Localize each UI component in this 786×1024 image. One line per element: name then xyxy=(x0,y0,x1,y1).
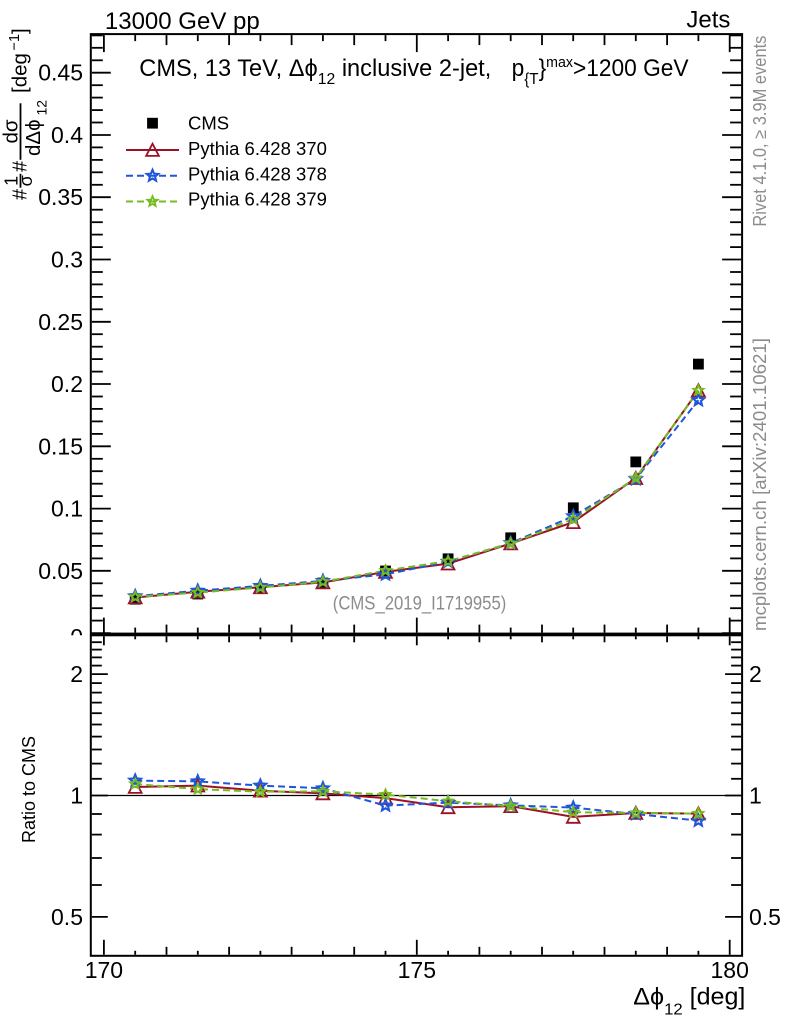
svg-text:0.5: 0.5 xyxy=(749,904,781,930)
svg-text:175: 175 xyxy=(398,957,436,983)
svg-text:Pythia 6.428 370: Pythia 6.428 370 xyxy=(188,138,327,159)
svg-text:2: 2 xyxy=(70,661,83,687)
svg-text:0.15: 0.15 xyxy=(38,433,83,459)
svg-text:12: 12 xyxy=(34,100,50,116)
svg-text:1: 1 xyxy=(749,783,762,809)
svg-text:13000 GeV pp: 13000 GeV pp xyxy=(105,8,260,35)
svg-text:0.45: 0.45 xyxy=(38,60,83,86)
svg-text:Ratio to CMS: Ratio to CMS xyxy=(19,736,39,843)
svg-text:[deg: [deg xyxy=(9,53,32,93)
svg-text:]: ] xyxy=(9,28,32,34)
svg-text:0.3: 0.3 xyxy=(51,247,83,273)
svg-text:0.4: 0.4 xyxy=(51,122,83,148)
svg-text:Pythia 6.428 378: Pythia 6.428 378 xyxy=(188,163,327,184)
svg-text:Pythia 6.428 379: Pythia 6.428 379 xyxy=(188,189,327,210)
svg-text:180: 180 xyxy=(711,957,749,983)
svg-text:0.05: 0.05 xyxy=(38,558,83,584)
svg-text:#: # xyxy=(10,188,32,200)
svg-text:0.35: 0.35 xyxy=(38,184,83,210)
svg-text:170: 170 xyxy=(85,957,123,983)
svg-text:Rivet 4.1.0, ≥ 3.9M events: Rivet 4.1.0, ≥ 3.9M events xyxy=(750,36,770,227)
svg-text:0.5: 0.5 xyxy=(51,904,83,930)
svg-text:0.2: 0.2 xyxy=(51,371,83,397)
svg-text:dσ: dσ xyxy=(0,119,23,143)
svg-text:(CMS_2019_I1719955): (CMS_2019_I1719955) xyxy=(333,593,507,615)
svg-text:1: 1 xyxy=(70,783,83,809)
svg-text:−1: −1 xyxy=(7,34,23,51)
svg-text:2: 2 xyxy=(749,661,762,687)
svg-text:CMS: CMS xyxy=(188,112,229,133)
svg-text:0: 0 xyxy=(70,624,83,650)
svg-text:0.1: 0.1 xyxy=(51,496,83,522)
svg-text:σ: σ xyxy=(16,175,36,186)
svg-text:#: # xyxy=(10,160,32,172)
svg-text:dΔϕ: dΔϕ xyxy=(22,119,45,156)
svg-text:Jets: Jets xyxy=(686,7,730,34)
svg-text:0.25: 0.25 xyxy=(38,309,83,335)
svg-text:mcplots.cern.ch [arXiv:2401.10: mcplots.cern.ch [arXiv:2401.10621] xyxy=(750,338,770,631)
svg-text:1: 1 xyxy=(2,176,22,186)
